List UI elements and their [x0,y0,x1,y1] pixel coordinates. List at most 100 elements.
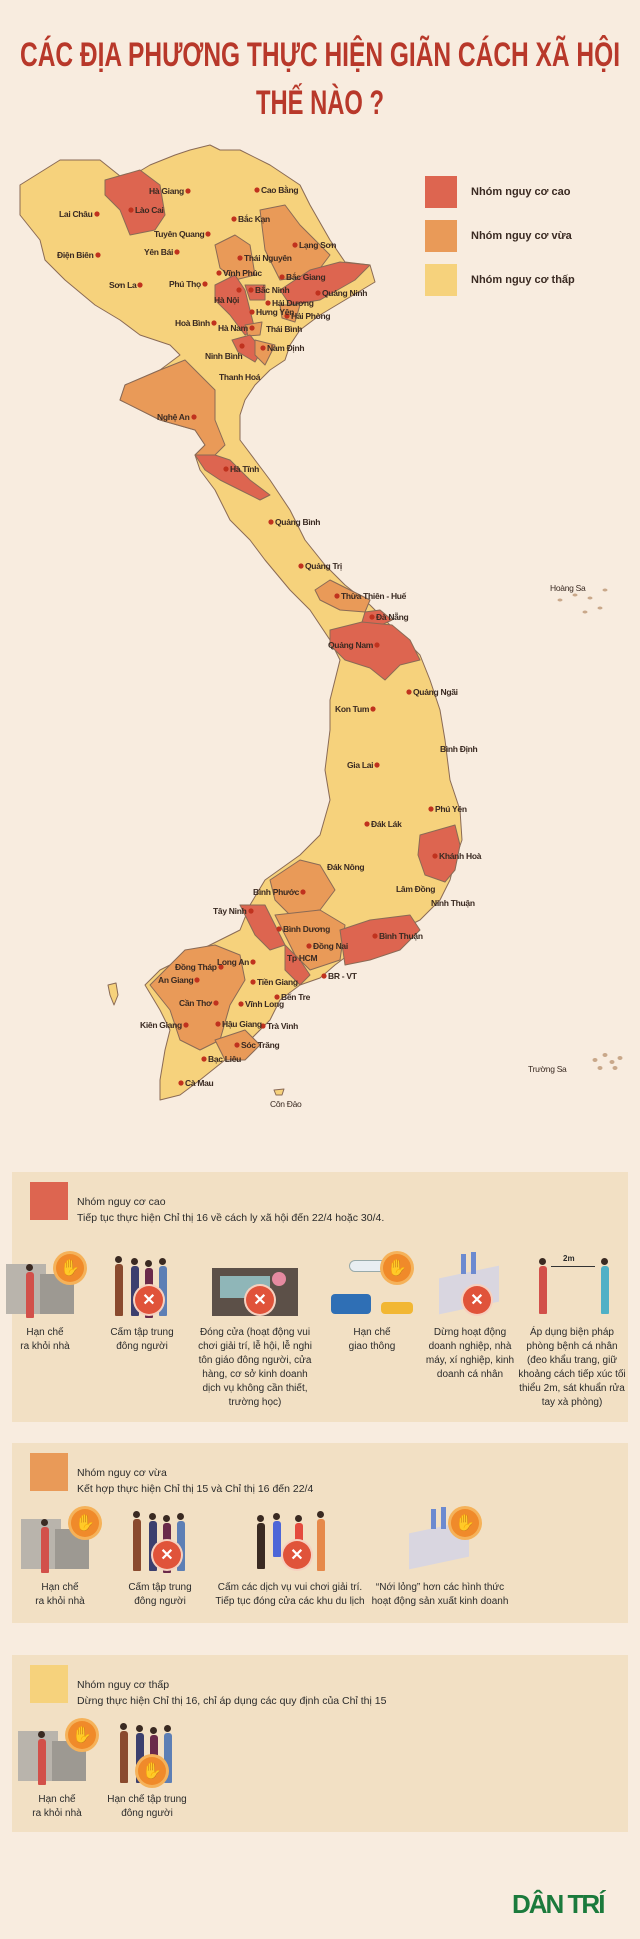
province-label: Thái Nguyên [244,253,292,263]
province-dot [201,1056,207,1062]
page-title-line2: THẾ NÀO ? [256,84,384,122]
stop-hand-icon: ✋ [71,1509,99,1537]
region-ha-tinh [194,454,271,501]
measure-caption: Hạn chế ra khỏi nhà [32,1794,82,1819]
province-label: Hậu Giang [222,1019,262,1029]
province-dot [260,345,266,351]
province-label: Lâm Đồng [396,884,436,894]
province-dot [223,466,229,472]
measure-caption: Hạn chế ra khỏi nhà [20,1327,70,1352]
province-dot [211,320,217,326]
province-label: Đồng Nai [313,941,348,951]
measure-caption: Hạn chế ra khỏi nhà [35,1582,85,1607]
hoang-sa-island [572,593,578,597]
legend-label: Nhóm nguy cơ vừa [471,230,572,242]
truong-sa-island [612,1066,618,1070]
province-label: Trà Vinh [267,1021,298,1031]
province-dot [238,1001,244,1007]
province-label: Cà Mau [185,1078,214,1088]
section-description: Dừng thực hiện Chỉ thị 16, chỉ áp dụng c… [77,1695,387,1707]
province-dot [276,926,282,932]
province-label: Hà Nội [214,295,240,305]
province-label: Bắc Ninh [255,285,290,295]
truong-sa-island [597,1066,603,1070]
province-label: Tây Ninh [213,906,247,916]
province-label: Lạng Sơn [299,240,337,250]
province-label: Bình Định [440,744,478,754]
province-dot [249,325,255,331]
province-label: Vĩnh Phúc [223,268,262,278]
region-nam-dinh [254,339,276,366]
island-label: Hoàng Sa [550,583,586,593]
dantri-logo: DÂN TRÍ [512,1889,605,1919]
province-label: Bình Thuận [379,931,423,941]
section-high: Nhóm nguy cơ cao Tiếp tục thực hiện Chỉ t… [6,1172,628,1422]
province-label: Tiền Giang [257,977,298,987]
measure-item: 2m Áp dụng biện pháp phòng bệnh cá nhân (… [517,1250,627,1410]
measure-item: ✕ Cấm các dịch vụ vui chơi giải trí. Tiếp… [195,1505,385,1609]
measure-caption: “Nới lỏng” hơn các hình thức hoạt động s… [371,1582,509,1607]
factory-icon: ✕ [425,1250,515,1322]
region-tp-hcm [284,944,311,986]
province-label: Đà Nẵng [376,612,409,622]
stop-hand-icon: ✋ [383,1254,411,1282]
distance-icon: 2m [527,1250,617,1322]
measure-item: ✕ Cấm tập trung đông người [110,1505,210,1609]
province-dot [372,933,378,939]
province-label: Bạc Liêu [208,1054,242,1064]
region-lao-cai [104,169,166,236]
legend-swatch [425,264,457,296]
province-dot [428,806,434,812]
region-hai-phong [279,304,301,323]
province-dot [231,216,237,222]
region-binh-duong-dong-nai [274,909,346,971]
section-swatch [30,1453,68,1491]
province-dot [265,300,271,306]
province-dot [250,979,256,985]
province-dot [191,414,197,420]
province-dot [178,1080,184,1086]
province-label: An Giang [158,975,194,985]
dance-icon: ✕ [245,1505,335,1577]
measure-item: ✋ Hạn chế ra khỏi nhà [7,1717,107,1821]
legend-item-low: Nhóm nguy cơ thấp [425,264,575,296]
province-dot [234,1042,240,1048]
prohibited-x-icon: ✕ [246,1286,274,1314]
province-dot [185,188,191,194]
page-title-line1: CÁC ĐỊA PHƯƠNG THỰC HIỆN GIÃN CÁCH XÃ HỘ… [20,35,620,74]
province-dot [306,943,312,949]
measure-caption: Dừng hoạt động doanh nghiệp, nhà máy, xí… [425,1327,515,1380]
province-dot [364,821,370,827]
legend-swatch [425,220,457,252]
factory-icon: ✋ [395,1505,485,1577]
hoang-sa-island [597,606,603,610]
island-label: Côn Đảo [270,1099,302,1109]
province-dot [94,211,100,217]
province-label: Hà Nam [218,323,248,333]
province-dot [432,853,438,859]
province-label: Thái Bình [266,324,303,334]
vietnam-map [19,144,623,1101]
measure-item: ✋ “Nới lỏng” hơn các hình thức hoạt động … [345,1505,535,1609]
province-label: Phú Thọ [169,279,201,289]
province-dot [369,614,375,620]
province-dot [274,994,280,1000]
measure-caption: Cấm các dịch vụ vui chơi giải trí. Tiếp … [215,1582,365,1607]
stay-home-icon: ✋ [15,1505,105,1577]
stop-hand-icon: ✋ [451,1509,479,1537]
province-dot [292,242,298,248]
legend-item-high: Nhóm nguy cơ cao [425,176,571,208]
province-label: Sóc Trăng [241,1040,280,1050]
stay-home-icon: ✋ [12,1717,102,1789]
section-heading: Nhóm nguy cơ thấp [77,1679,170,1691]
traffic-icon: ✋ [327,1250,417,1322]
section-medium: Nhóm nguy cơ vừa Kết hợp thực hiện Chỉ th… [12,1443,628,1623]
region-mekong-west [149,944,246,1051]
province-dot [218,964,224,970]
province-label: Bình Phước [253,887,300,897]
hoang-sa-island [582,610,588,614]
province-label: Bắc Kạn [238,214,270,224]
section-description: Tiếp tục thực hiện Chỉ thị 16 về cách ly… [77,1212,385,1224]
distance-label: 2m [563,1254,575,1263]
province-label: Cần Thơ [179,998,212,1008]
